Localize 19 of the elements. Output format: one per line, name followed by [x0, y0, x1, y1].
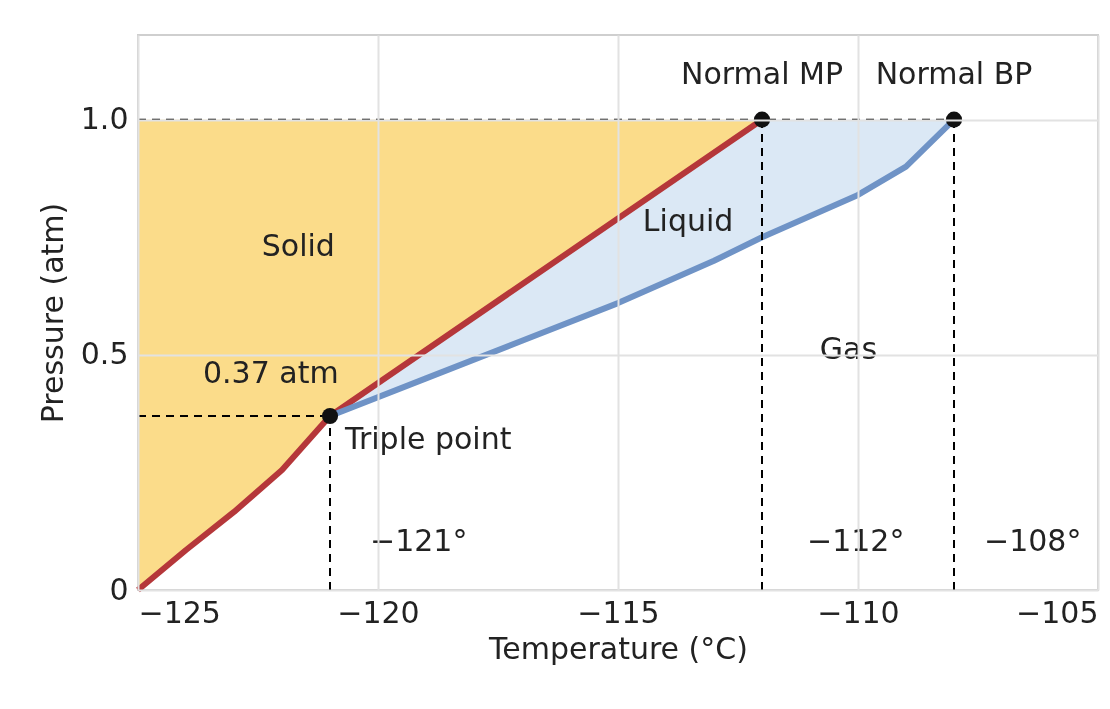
- x-tick-label: −105: [1016, 594, 1099, 630]
- annotation: Solid: [261, 228, 335, 264]
- annotation: Normal BP: [875, 55, 1033, 91]
- x-tick-label: −115: [577, 594, 660, 630]
- annotation: Normal MP: [680, 55, 844, 91]
- annotation: Liquid: [642, 203, 734, 239]
- y-axis-title: Pressure (atm): [34, 202, 70, 424]
- y-tick-label: 0: [109, 571, 129, 607]
- x-tick-label: −125: [138, 594, 221, 630]
- x-axis-title: Temperature (°C): [488, 630, 748, 666]
- y-tick-label: 0.5: [80, 336, 129, 372]
- annotation: −112°: [807, 523, 905, 558]
- annotation: 0.37 atm: [203, 354, 339, 390]
- x-tick-label: −110: [817, 594, 900, 630]
- x-tick-label: −120: [337, 594, 420, 630]
- annotation: −121°: [370, 523, 468, 558]
- y-tick-label: 1.0: [80, 101, 129, 137]
- annotation: Triple point: [344, 420, 512, 456]
- annotation: −108°: [984, 523, 1082, 558]
